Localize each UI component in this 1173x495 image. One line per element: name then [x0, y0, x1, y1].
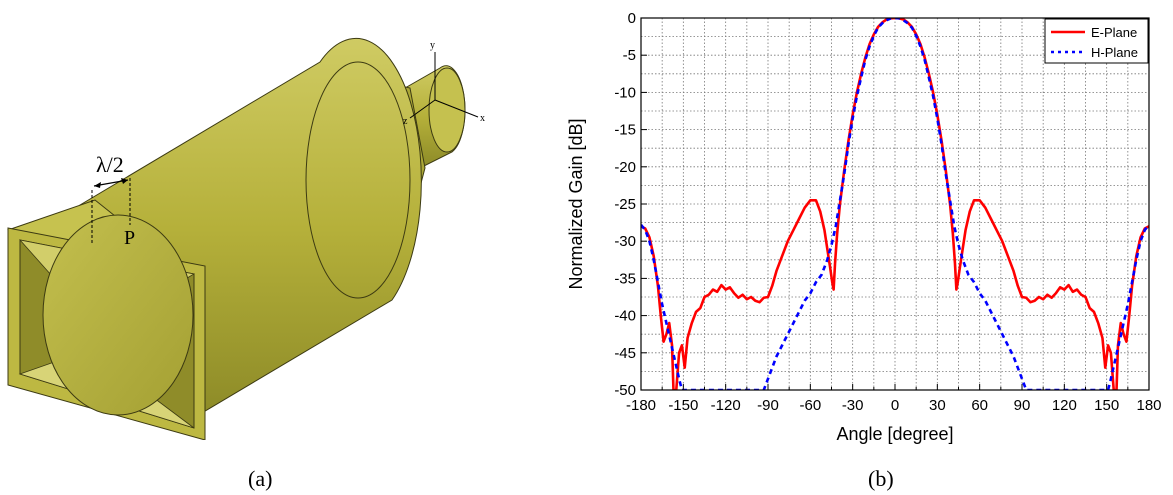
series-h-plane-line — [641, 18, 1149, 390]
y-tick-label: -45 — [614, 345, 636, 362]
y-tick-label: -10 — [614, 84, 636, 101]
chart-legend: E-Plane H-Plane — [1044, 18, 1149, 64]
axis-label-x: x — [480, 113, 485, 124]
point-label: P — [124, 227, 135, 249]
x-tick-label: -90 — [757, 397, 779, 414]
legend-label: H-Plane — [1091, 45, 1138, 60]
chart-ticks: -180 -150 -120 -90 -60 -30 0 30 60 90 120 150 180 0 -5… — [614, 10, 1161, 414]
axis-label-z: z — [403, 116, 408, 127]
y-tick-label: -25 — [614, 196, 636, 213]
chart-grid — [640, 17, 1150, 391]
x-tick-label: 30 — [929, 397, 946, 414]
x-tick-label: 150 — [1094, 397, 1119, 414]
y-tick-label: -50 — [614, 382, 636, 399]
y-tick-label: -15 — [614, 122, 636, 139]
y-tick-label: -20 — [614, 159, 636, 176]
x-tick-label: 60 — [971, 397, 988, 414]
legend-label: E-Plane — [1091, 25, 1137, 40]
x-axis-title: Angle [degree] — [836, 424, 953, 444]
y-tick-label: -35 — [614, 270, 636, 287]
y-tick-label: 0 — [628, 10, 636, 27]
y-axis-title: Normalized Gain [dB] — [566, 118, 586, 289]
x-tick-label: -30 — [842, 397, 864, 414]
x-tick-label: -120 — [711, 397, 741, 414]
y-tick-label: -40 — [614, 308, 636, 325]
x-tick-label: -60 — [799, 397, 821, 414]
x-tick-label: 0 — [891, 397, 899, 414]
legend-box — [1044, 18, 1149, 64]
dimension-label: λ/2 — [96, 152, 124, 177]
x-tick-label: 180 — [1136, 397, 1161, 414]
antenna-body — [7, 37, 466, 440]
y-tick-label: -30 — [614, 233, 636, 250]
chart-series — [641, 18, 1149, 390]
y-tick-label: -5 — [623, 47, 636, 64]
x-tick-label: 90 — [1014, 397, 1031, 414]
axis-label-y: y — [430, 40, 435, 51]
coordinate-axes: y x z — [403, 40, 485, 127]
radiation-pattern-chart: -180 -150 -120 -90 -60 -30 0 30 60 90 120 150 180 0 -5… — [566, 10, 1162, 444]
caption-a: (a) — [248, 466, 273, 491]
horn-antenna-diagram: λ/2 P y x z — [7, 37, 485, 440]
x-tick-label: -180 — [626, 397, 656, 414]
series-e-plane-line — [641, 18, 1149, 390]
dimension-annotation: λ/2 P — [91, 152, 135, 249]
caption-b: (b) — [868, 466, 894, 491]
x-tick-label: 120 — [1052, 397, 1077, 414]
x-tick-label: -150 — [668, 397, 698, 414]
